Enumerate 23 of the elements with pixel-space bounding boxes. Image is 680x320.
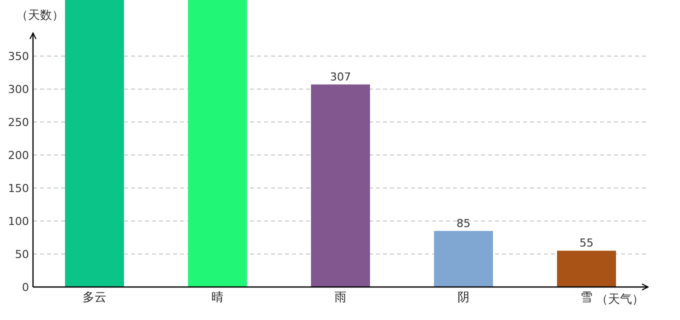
data-label: 307 bbox=[330, 70, 351, 84]
bar bbox=[557, 250, 616, 287]
x-tick-label: 多云 bbox=[82, 290, 106, 304]
bar bbox=[65, 0, 124, 287]
y-tick-label: 200 bbox=[8, 149, 29, 162]
y-axis-title: （天数） bbox=[16, 8, 64, 22]
y-tick-label: 300 bbox=[8, 83, 29, 96]
x-tick-label: 雨 bbox=[334, 290, 346, 304]
y-tick-label: 0 bbox=[22, 281, 29, 294]
x-axis-title: （天气） bbox=[596, 292, 644, 306]
bar bbox=[311, 84, 370, 287]
y-tick-label: 100 bbox=[8, 215, 29, 228]
y-tick-label: 150 bbox=[8, 182, 29, 196]
x-tick-label: 晴 bbox=[212, 290, 224, 304]
x-tick-label: 阴 bbox=[458, 290, 470, 304]
bar bbox=[188, 0, 247, 287]
data-label: 55 bbox=[580, 236, 594, 250]
y-tick-label: 350 bbox=[8, 50, 29, 64]
x-tick-label: 雪 bbox=[580, 290, 592, 304]
y-tick-label: 50 bbox=[15, 248, 29, 262]
y-tick-label: 250 bbox=[8, 116, 29, 130]
data-label: 85 bbox=[456, 216, 470, 230]
bar bbox=[434, 230, 493, 287]
